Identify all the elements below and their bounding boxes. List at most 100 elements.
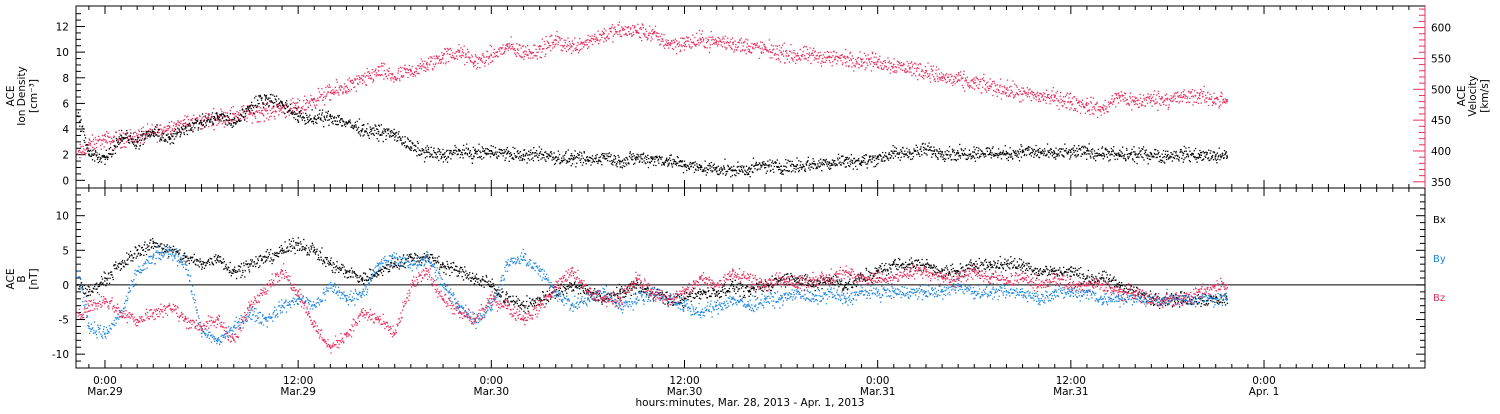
ion-density-series-point	[358, 127, 359, 128]
ion-density-series-point	[230, 113, 231, 114]
ion-density-series-point	[940, 156, 941, 157]
velocity-series-point	[463, 55, 464, 56]
ion-density-series-point	[959, 144, 960, 145]
velocity-series-point	[1135, 103, 1136, 104]
velocity-series-anchor-point	[603, 33, 605, 35]
velocity-series-point	[612, 41, 613, 42]
ion-density-series-point	[540, 151, 541, 152]
ion-density-series-point	[813, 161, 814, 162]
velocity-series-point	[511, 36, 512, 37]
velocity-series-point	[1033, 95, 1034, 96]
ion-density-series-point	[580, 162, 581, 163]
velocity-series-point	[173, 125, 174, 126]
velocity-series-point	[263, 108, 264, 109]
velocity-series-point	[179, 125, 180, 126]
ion-density-series-point	[766, 164, 767, 165]
ion-density-series-point	[118, 144, 119, 145]
ion-density-series-point	[1002, 152, 1003, 153]
velocity-series-point	[471, 54, 472, 55]
velocity-series-point	[598, 31, 599, 32]
velocity-series-point	[323, 97, 324, 98]
velocity-series-point	[770, 52, 771, 53]
ion-density-series-point	[900, 149, 901, 150]
velocity-series-point	[297, 109, 298, 110]
ion-density-series-point	[428, 147, 429, 148]
velocity-series-point	[267, 113, 268, 114]
velocity-series-point	[940, 80, 941, 81]
velocity-series-point	[503, 52, 504, 53]
velocity-series-point	[342, 93, 343, 94]
velocity-series-point	[594, 36, 595, 37]
velocity-series-point	[726, 47, 727, 48]
ion-density-series-point	[324, 116, 325, 117]
ion-density-series-point	[702, 171, 703, 172]
ion-density-series-point	[601, 154, 602, 155]
velocity-series-point	[1222, 102, 1223, 103]
velocity-series-point	[821, 61, 822, 62]
ion-density-series-point	[96, 154, 97, 155]
velocity-series-point	[1177, 101, 1178, 102]
ion-density-series-point	[377, 138, 378, 139]
velocity-series-point	[875, 53, 876, 54]
ion-density-series-point	[161, 139, 162, 140]
ion-density-series-point	[811, 167, 812, 168]
velocity-series-point	[685, 41, 686, 42]
velocity-series-point	[133, 133, 134, 134]
ion-density-series-point	[741, 167, 742, 168]
velocity-series-point	[851, 66, 852, 67]
velocity-series-point	[1201, 91, 1202, 92]
ion-density-series-point	[735, 175, 736, 176]
ion-density-series-point	[500, 149, 501, 150]
ion-density-series-point	[524, 149, 525, 150]
velocity-series-point	[553, 44, 554, 45]
velocity-series-point	[106, 131, 107, 132]
ion-density-series-point	[887, 158, 888, 159]
velocity-series-point	[536, 55, 537, 56]
velocity-series-point	[1136, 97, 1137, 98]
velocity-series-point	[751, 43, 752, 44]
velocity-series-point	[239, 110, 240, 111]
ion-density-series-point	[779, 163, 780, 164]
velocity-series-point	[309, 100, 310, 101]
ion-density-series-point	[490, 156, 491, 157]
ion-density-series-point	[761, 167, 762, 168]
velocity-series-point	[1000, 79, 1001, 80]
velocity-series-point	[931, 71, 932, 72]
ion-density-series-point	[609, 152, 610, 153]
velocity-series-point	[538, 52, 539, 53]
velocity-series-point	[752, 47, 753, 48]
velocity-series-point	[667, 45, 668, 46]
ion-density-series-point	[370, 131, 371, 132]
ion-density-series-point	[961, 148, 962, 149]
velocity-series-point	[350, 80, 351, 81]
ion-density-series-point	[672, 159, 673, 160]
ion-density-series-point	[640, 156, 641, 157]
ion-density-series-point	[478, 149, 479, 150]
velocity-series-point	[430, 56, 431, 57]
velocity-series-point	[278, 108, 279, 109]
velocity-series-point	[518, 53, 519, 54]
ion-density-series-point	[570, 155, 571, 156]
velocity-series-point	[340, 90, 341, 91]
ion-density-series-point	[772, 160, 773, 161]
velocity-series-point	[613, 36, 614, 37]
ion-density-series-point	[813, 168, 814, 169]
velocity-series-point	[412, 76, 413, 77]
velocity-series-point	[907, 71, 908, 72]
ion-density-series-point	[723, 165, 724, 166]
ion-density-series-point	[242, 109, 243, 110]
ion-density-series-point	[709, 163, 710, 164]
ion-density-series-point	[749, 167, 750, 168]
velocity-series-point	[972, 88, 973, 89]
ion-density-series-point	[992, 148, 993, 149]
velocity-series-point	[618, 24, 619, 25]
velocity-series-point	[344, 86, 345, 87]
ion-density-series-point	[504, 152, 505, 153]
velocity-series-point	[1047, 96, 1048, 97]
ion-density-series-point	[667, 166, 668, 167]
velocity-series-point	[409, 65, 410, 66]
ion-density-series-point	[511, 154, 512, 155]
ion-density-series-point	[135, 145, 136, 146]
ion-density-series-point	[436, 157, 437, 158]
velocity-series-point	[633, 32, 634, 33]
